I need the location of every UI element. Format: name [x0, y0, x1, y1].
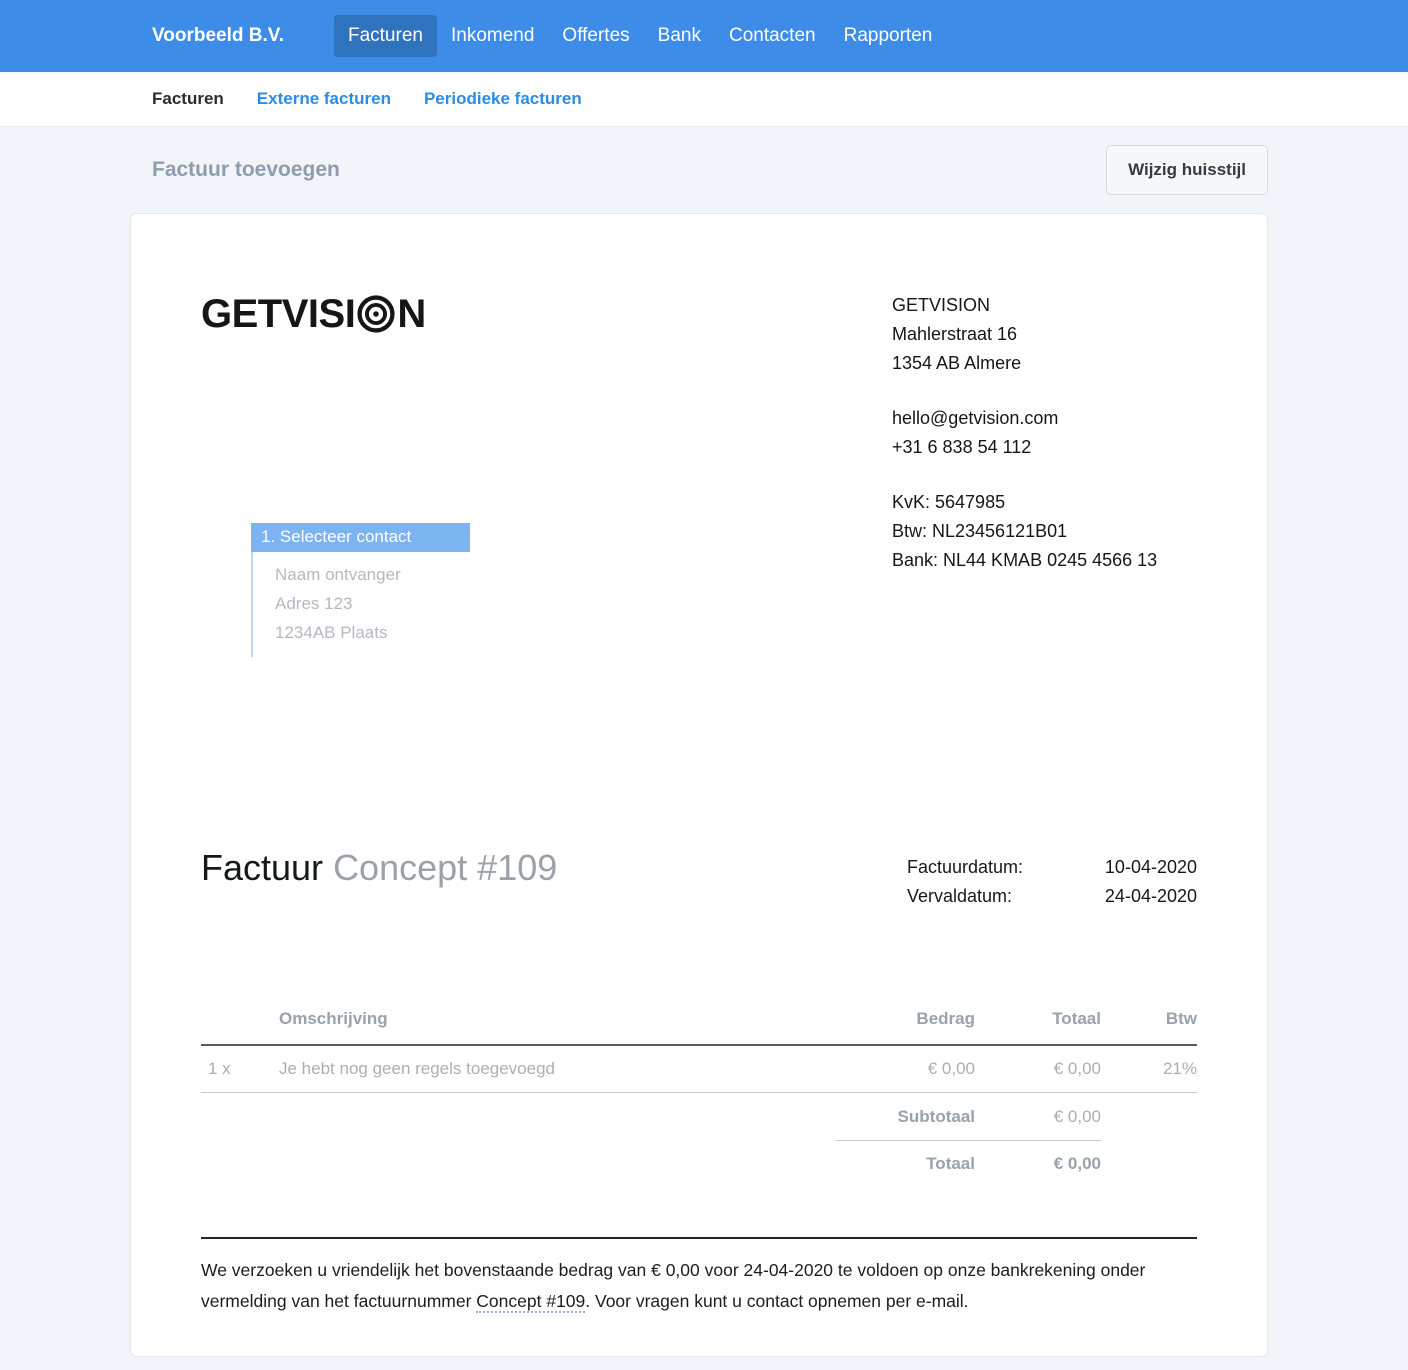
nav-item-rapporten[interactable]: Rapporten	[843, 25, 933, 46]
total-row: Totaal € 0,00	[201, 1141, 1197, 1187]
invoice-left-column: GETVISI N 1. Selecteer contact Naam ontv…	[201, 291, 470, 657]
change-housestyle-button[interactable]: Wijzig huisstijl	[1106, 145, 1268, 195]
contact-placeholder-address: Adres 123	[275, 594, 353, 613]
row-total: € 0,00	[1053, 1059, 1101, 1078]
company-street: Mahlerstraat 16	[892, 324, 1018, 344]
nav-item-bank[interactable]: Bank	[657, 25, 701, 46]
header-description: Omschrijving	[279, 1009, 388, 1028]
company-email: hello@getvision.com	[892, 408, 1059, 428]
company-bank: Bank: NL44 KMAB 0245 4566 13	[892, 550, 1158, 570]
invoice-dates: Factuurdatum: 10-04-2020 Vervaldatum: 24…	[907, 847, 1197, 911]
contact-placeholder-name: Naam ontvanger	[275, 565, 401, 584]
contact-picker-header[interactable]: 1. Selecteer contact	[251, 523, 470, 552]
subnav-item-externe-facturen[interactable]: Externe facturen	[256, 89, 391, 108]
subtotal-row: Subtotaal € 0,00	[201, 1093, 1197, 1140]
nav-item-inkomend[interactable]: Inkomend	[450, 25, 535, 46]
invoice-heading: Factuur Concept #109	[201, 847, 557, 911]
header-total: Totaal	[1052, 1009, 1101, 1028]
company-registration-group: KvK: 5647985 Btw: NL23456121B01 Bank: NL…	[892, 488, 1197, 575]
invoice-preview-card: GETVISI N 1. Selecteer contact Naam ontv…	[130, 213, 1268, 1357]
row-vat: 21%	[1162, 1059, 1197, 1078]
subnav-item-periodieke-facturen[interactable]: Periodieke facturen	[423, 89, 582, 108]
payment-note-invoice-link[interactable]: Concept #109	[476, 1291, 586, 1313]
company-city: 1354 AB Almere	[892, 353, 1022, 373]
due-date-value[interactable]: 24-04-2020	[1104, 886, 1197, 906]
top-navbar: Voorbeeld B.V. Facturen Inkomend Offerte…	[0, 0, 1408, 72]
main-nav: Facturen Inkomend Offertes Bank Contacte…	[333, 15, 946, 57]
app-brand[interactable]: Voorbeeld B.V.	[152, 25, 284, 46]
company-phone: +31 6 838 54 112	[892, 437, 1032, 457]
sub-navbar: Facturen Externe facturen Periodieke fac…	[0, 72, 1408, 127]
footer-divider	[201, 1237, 1197, 1239]
logo-text-right: N	[397, 292, 426, 336]
payment-note-before: We verzoeken u vriendelijk het bovenstaa…	[201, 1260, 1146, 1311]
payment-note: We verzoeken u vriendelijk het bovenstaa…	[201, 1255, 1196, 1317]
total-value: € 0,00	[1053, 1154, 1101, 1173]
invoice-heading-title: Factuur	[201, 847, 324, 888]
due-date-label: Vervaldatum:	[907, 886, 1013, 906]
nav-item-facturen[interactable]: Facturen	[333, 15, 437, 57]
row-qty: 1 x	[208, 1059, 231, 1078]
total-label: Totaal	[926, 1154, 975, 1173]
invoice-date-label: Factuurdatum:	[907, 857, 1024, 877]
subtotal-label: Subtotaal	[897, 1107, 975, 1126]
payment-note-after: . Voor vragen kunt u contact opnemen per…	[585, 1291, 969, 1311]
header-amount: Bedrag	[916, 1009, 975, 1028]
invoice-header-section: GETVISI N 1. Selecteer contact Naam ontv…	[201, 214, 1197, 657]
invoice-date-value[interactable]: 10-04-2020	[1104, 857, 1197, 877]
invoice-draft-number: Concept #109	[333, 847, 558, 888]
subtotal-value: € 0,00	[1053, 1107, 1101, 1126]
bullseye-icon	[355, 295, 397, 333]
contact-placeholder-city: 1234AB Plaats	[275, 623, 388, 642]
row-amount: € 0,00	[927, 1059, 975, 1078]
invoice-title-row: Factuur Concept #109 Factuurdatum: 10-04…	[201, 847, 1197, 911]
company-details: GETVISION Mahlerstraat 16 1354 AB Almere…	[892, 291, 1197, 657]
contact-picker[interactable]: 1. Selecteer contact Naam ontvanger Adre…	[251, 523, 470, 657]
table-header-row: Omschrijving Bedrag Totaal Btw	[201, 1009, 1197, 1046]
company-name: GETVISION	[892, 295, 991, 315]
logo-text-left: GETVISI	[201, 292, 356, 336]
page-header: Factuur toevoegen Wijzig huisstijl	[130, 143, 1268, 197]
page-content: Factuur toevoegen Wijzig huisstijl GETVI…	[0, 143, 1408, 1357]
nav-item-contacten[interactable]: Contacten	[728, 25, 816, 46]
company-logo: GETVISI N	[201, 291, 470, 337]
company-address-group: GETVISION Mahlerstraat 16 1354 AB Almere	[892, 291, 1197, 378]
subnav-item-facturen[interactable]: Facturen	[152, 89, 224, 108]
page-title: Factuur toevoegen	[152, 158, 340, 181]
due-date-row: Vervaldatum: 24-04-2020	[907, 882, 1197, 911]
company-kvk: KvK: 5647985	[892, 492, 1006, 512]
contact-placeholder-lines: Naam ontvanger Adres 123 1234AB Plaats	[253, 552, 470, 657]
totals-divider	[836, 1140, 1101, 1141]
company-contact-group: hello@getvision.com +31 6 838 54 112	[892, 404, 1197, 462]
invoice-date-row: Factuurdatum: 10-04-2020	[907, 853, 1197, 882]
header-vat: Btw	[1165, 1009, 1197, 1028]
nav-item-offertes[interactable]: Offertes	[562, 25, 630, 46]
company-btw: Btw: NL23456121B01	[892, 521, 1068, 541]
table-row[interactable]: 1 x Je hebt nog geen regels toegevoegd €…	[201, 1046, 1197, 1093]
invoice-lines-table: Omschrijving Bedrag Totaal Btw 1 x Je he…	[201, 1009, 1197, 1187]
row-description: Je hebt nog geen regels toegevoegd	[279, 1059, 556, 1078]
